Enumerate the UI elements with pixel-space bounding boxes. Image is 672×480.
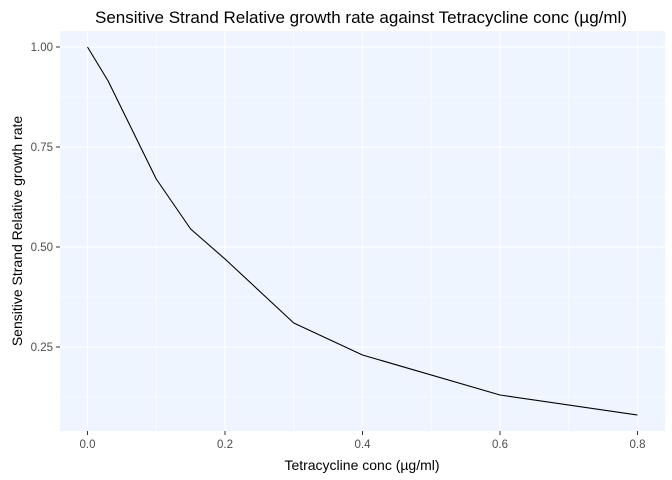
x-tick-label: 0.4	[355, 439, 372, 451]
x-tick-label: 0.0	[80, 439, 96, 451]
y-axis-title: Sensitive Strand Relative growth rate	[9, 116, 25, 347]
x-axis: 0.0 0.2 0.4 0.6 0.8	[80, 431, 646, 451]
x-tick-label: 0.2	[217, 439, 233, 451]
major-gridlines	[60, 31, 665, 431]
y-tick-label: 0.25	[31, 342, 53, 354]
x-axis-title: Tetracycline conc (µg/ml)	[284, 457, 439, 473]
x-tick-label: 0.6	[492, 439, 508, 451]
chart-title: Sensitive Strand Relative growth rate ag…	[95, 8, 627, 27]
y-axis: 0.25 0.50 0.75 1.00	[31, 42, 60, 354]
y-tick-label: 1.00	[31, 42, 53, 54]
y-tick-label: 0.75	[31, 142, 53, 154]
series-layer	[87, 46, 638, 416]
y-tick-label: 0.50	[31, 242, 53, 254]
x-tick-label: 0.8	[630, 439, 646, 451]
series-line	[87, 46, 638, 416]
